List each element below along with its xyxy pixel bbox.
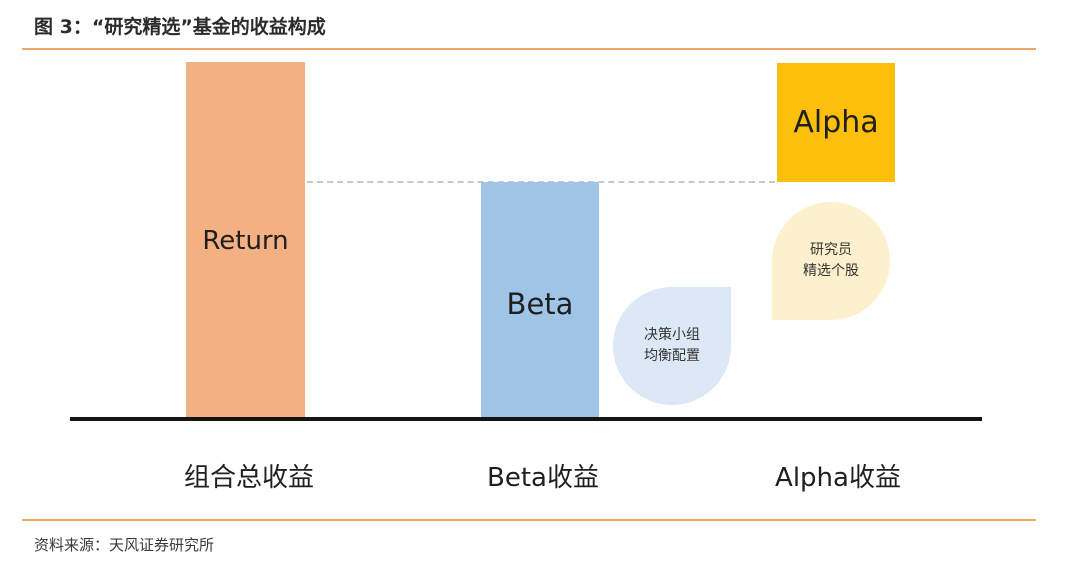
source-note: 资料来源：天风证券研究所 xyxy=(34,536,215,554)
category-alpha-return: Alpha收益 xyxy=(775,463,901,493)
source-divider xyxy=(22,519,1036,521)
return-bar-label: Return xyxy=(202,225,289,256)
alpha-source-bubble: 研究员 精选个股 xyxy=(772,202,890,320)
beta-source-bubble: 决策小组 均衡配置 xyxy=(613,287,731,405)
beta-bar-label: Beta xyxy=(506,286,574,321)
alpha-bar: Alpha xyxy=(777,63,895,182)
category-total-return: 组合总收益 xyxy=(183,463,315,493)
beta-bubble-line-1: 决策小组 xyxy=(644,327,700,343)
figure-title: 图 3：“研究精选”基金的收益构成 xyxy=(34,16,326,38)
alpha-bubble-line-1: 研究员 xyxy=(810,242,852,258)
beta-bar: Beta xyxy=(481,182,599,419)
title-divider xyxy=(22,48,1036,50)
baseline-axis xyxy=(70,417,982,421)
category-beta-return: Beta收益 xyxy=(487,463,599,493)
alpha-bubble-line-2: 精选个股 xyxy=(803,263,859,279)
beta-bubble-line-2: 均衡配置 xyxy=(644,348,700,364)
return-bar: Return xyxy=(186,62,305,419)
alpha-bar-label: Alpha xyxy=(793,105,879,140)
